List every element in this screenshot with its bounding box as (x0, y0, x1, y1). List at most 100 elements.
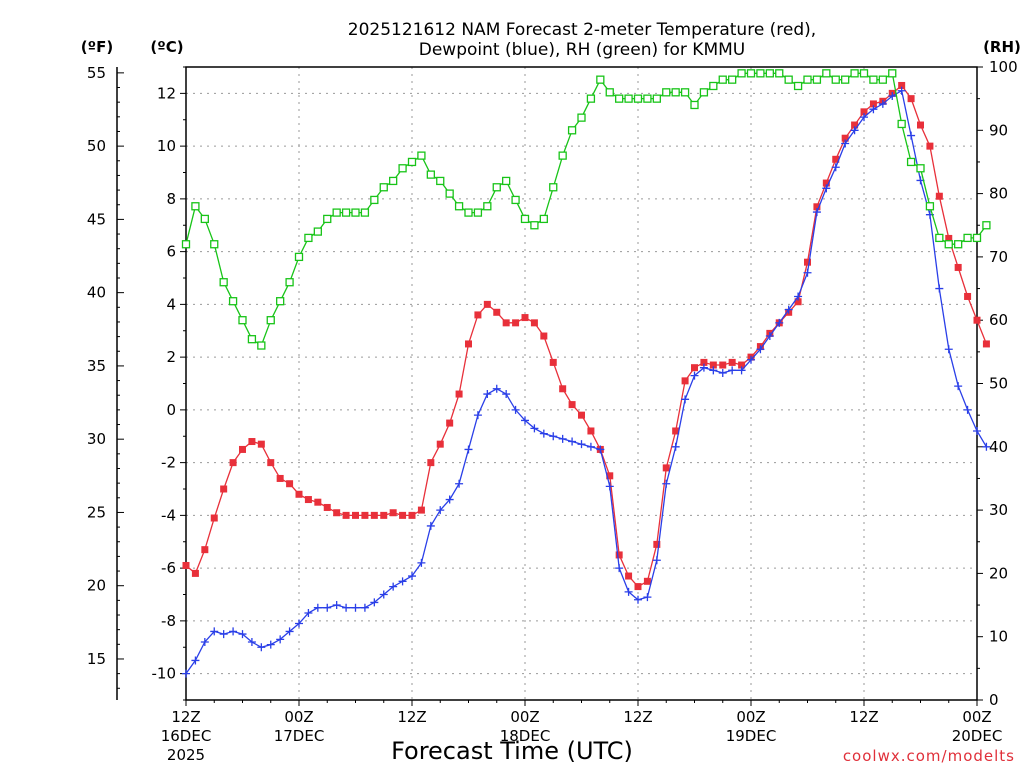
fahrenheit-tick-label: 50 (87, 137, 106, 155)
rh-point (445, 189, 454, 198)
rh-point (869, 75, 878, 84)
rh-point (520, 214, 530, 224)
fahrenheit-unit-label: (ºF) (81, 38, 113, 56)
dewpoint-point (229, 627, 238, 636)
dewpoint-point (464, 445, 473, 454)
dewpoint-point (398, 577, 407, 586)
temperature-point (606, 472, 614, 480)
rh-point (539, 214, 548, 224)
dewpoint-point (982, 442, 991, 451)
temperature-point (191, 569, 199, 577)
dewpoint-point (379, 590, 388, 599)
axes (116, 66, 983, 706)
dewpoint-point (850, 126, 859, 135)
temperature-point (220, 485, 228, 493)
credit-text: coolwx.com/modelts (843, 747, 1015, 765)
fahrenheit-tick-label: 35 (87, 357, 106, 375)
dewpoint-point (360, 603, 369, 612)
dewpoint-point (445, 495, 454, 504)
rh-point (633, 94, 643, 103)
temperature-point (530, 319, 538, 327)
celsius-tick-label: -8 (161, 612, 176, 630)
dewpoint-point (389, 582, 398, 591)
rh-point (888, 69, 897, 78)
rh-point (803, 75, 812, 84)
dewpoint-point (313, 603, 322, 612)
celsius-unit-label: (ºC) (150, 38, 183, 56)
dewpoint-point (634, 595, 642, 604)
rh-point (925, 202, 935, 211)
x-tick-label-time: 00Z (962, 708, 991, 726)
rh-point (407, 157, 417, 167)
dewpoint-point (408, 572, 416, 581)
dewpoint-point (935, 284, 944, 293)
dewpoint-point (784, 305, 793, 314)
temperature-point (643, 577, 651, 585)
temperature-point (248, 438, 256, 446)
temperature-point (926, 142, 934, 150)
temperature-point (982, 340, 990, 348)
dewpoint-point (662, 479, 671, 488)
x-tick-label-time: 12Z (849, 708, 878, 726)
dewpoint-point (455, 479, 464, 488)
dewpoint-point (605, 482, 614, 491)
dewpoint-point (907, 131, 916, 140)
dewpoint-point (709, 366, 718, 375)
temperature-point (201, 546, 209, 554)
rh-point (586, 94, 596, 103)
temperature-point (342, 511, 350, 519)
temperature-point (973, 316, 981, 324)
dewpoint-point (238, 630, 247, 639)
temperature-point (935, 192, 943, 200)
dewpoint-point (266, 640, 275, 649)
x-tick-label-date: 19DEC (726, 727, 777, 745)
temperature-point (860, 108, 868, 116)
rh-point (850, 69, 859, 78)
rh-point (200, 214, 209, 224)
dewpoint-point (718, 368, 727, 377)
dewpoint-point (502, 390, 511, 399)
temperature-point (455, 390, 463, 398)
rh-point (238, 316, 247, 325)
dewpoint-point (332, 601, 341, 610)
rh-point (822, 69, 831, 78)
dewpoint-point (276, 635, 285, 644)
temperature-point (832, 155, 840, 163)
x-tick-label-time: 12Z (397, 708, 426, 726)
rh-point (549, 183, 558, 192)
temperature-point (549, 358, 557, 366)
rh-point (624, 94, 633, 103)
celsius-tick-label: 10 (157, 137, 176, 155)
temperature-point (841, 134, 849, 142)
temperature-point (333, 509, 341, 517)
temperature-point (634, 583, 642, 591)
dewpoint-point (200, 637, 209, 646)
dewpoint-point (492, 384, 501, 393)
tick-labels: -10-8-6-4-202468101212Z16DEC202500Z17DEC… (87, 58, 1018, 764)
rh-point (737, 69, 746, 78)
rh-point (426, 170, 435, 179)
temperature-point (304, 496, 312, 504)
rh-point (596, 75, 605, 84)
rh-point (793, 81, 803, 91)
rh-tick-label: 100 (989, 58, 1018, 76)
fahrenheit-tick-label: 55 (87, 64, 106, 82)
temperature-point (945, 234, 953, 242)
dewpoint-point (247, 637, 256, 646)
dewpoint-point (699, 363, 708, 372)
chart-title-line-1: 2025121612 NAM Forecast 2-meter Temperat… (348, 20, 816, 40)
temperature-point (352, 511, 359, 519)
fahrenheit-tick-label: 15 (87, 650, 106, 668)
dewpoint-point (888, 92, 897, 101)
temperature-point (804, 258, 811, 266)
grid-lines (186, 67, 977, 700)
x-tick-label-time: 12Z (171, 708, 200, 726)
temperature-point (578, 411, 585, 419)
series-dewpoint (182, 86, 991, 678)
celsius-tick-label: -4 (161, 506, 176, 524)
temperature-point (286, 480, 294, 488)
x-tick-label-year: 2025 (167, 746, 205, 764)
rh-point (351, 208, 360, 217)
rh-point (643, 94, 652, 103)
temperature-point (521, 314, 529, 322)
